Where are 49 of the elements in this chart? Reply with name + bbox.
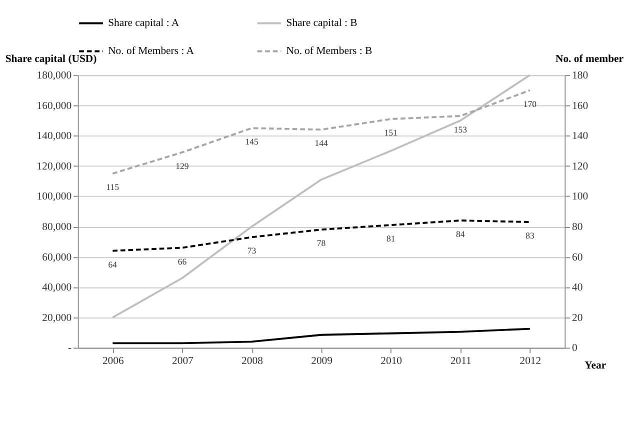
data-label: 151: [384, 128, 398, 138]
y-axis-title: Share capital (USD): [5, 52, 98, 65]
data-label: 66: [178, 256, 188, 266]
y2-tick-label: 20: [572, 312, 583, 324]
legend-label: Share capital : A: [108, 17, 180, 30]
x-tick-label: 2007: [172, 354, 194, 367]
data-label: 129: [176, 160, 190, 171]
data-label: 73: [247, 246, 257, 256]
line-series: [112, 328, 531, 344]
y2-tick-label: 120: [572, 160, 588, 172]
data-label: 115: [106, 182, 120, 192]
y-tick-label: 160,000: [36, 100, 72, 112]
y-tick-label: -: [68, 342, 72, 354]
x-tick-label: 2011: [450, 354, 472, 367]
data-label: 170: [523, 98, 538, 109]
y-tick-label: 60,000: [42, 251, 72, 264]
y-tick-label: 20,000: [42, 312, 72, 324]
y-tick-label: 80,000: [42, 220, 72, 233]
x-tick-label: 2006: [102, 354, 125, 367]
data-label: 84: [456, 229, 466, 240]
y2-tick-label: 0: [572, 342, 578, 354]
x-axis-title: Year: [584, 360, 606, 372]
y2-tick-label: 60: [572, 251, 583, 264]
y2-tick-label: 160: [572, 100, 588, 112]
x-tick-label: 2008: [242, 354, 263, 367]
y2-tick-label: 140: [572, 130, 588, 142]
data-label: 64: [108, 259, 118, 270]
y-tick-label: 180,000: [36, 70, 72, 82]
legend-label: Share capital : B: [286, 17, 358, 30]
y2-tick-label: 180: [572, 70, 588, 82]
y-tick-label: 100,000: [36, 190, 72, 203]
data-label: 153: [454, 124, 468, 135]
data-label: 83: [526, 230, 535, 241]
x-tick-label: 2009: [311, 354, 332, 367]
x-tick-label: 2012: [520, 354, 542, 367]
y2-tick-label: 40: [572, 282, 583, 294]
y-tick-label: 40,000: [42, 282, 72, 294]
legend-label: No. of Members : B: [286, 45, 372, 58]
y2-tick-label: 100: [572, 190, 588, 203]
data-label: 78: [316, 238, 326, 248]
y-tick-label: 120,000: [36, 160, 72, 172]
x-tick-label: 2010: [380, 354, 402, 367]
y-tick-label: 140,000: [36, 130, 72, 142]
legend-label: No. of Members : A: [108, 45, 194, 58]
data-label: 145: [245, 136, 259, 147]
data-label: 144: [314, 138, 328, 148]
data-label: 81: [386, 234, 396, 244]
y2-axis-title: No. of member: [555, 52, 624, 65]
y2-tick-label: 80: [572, 220, 583, 233]
